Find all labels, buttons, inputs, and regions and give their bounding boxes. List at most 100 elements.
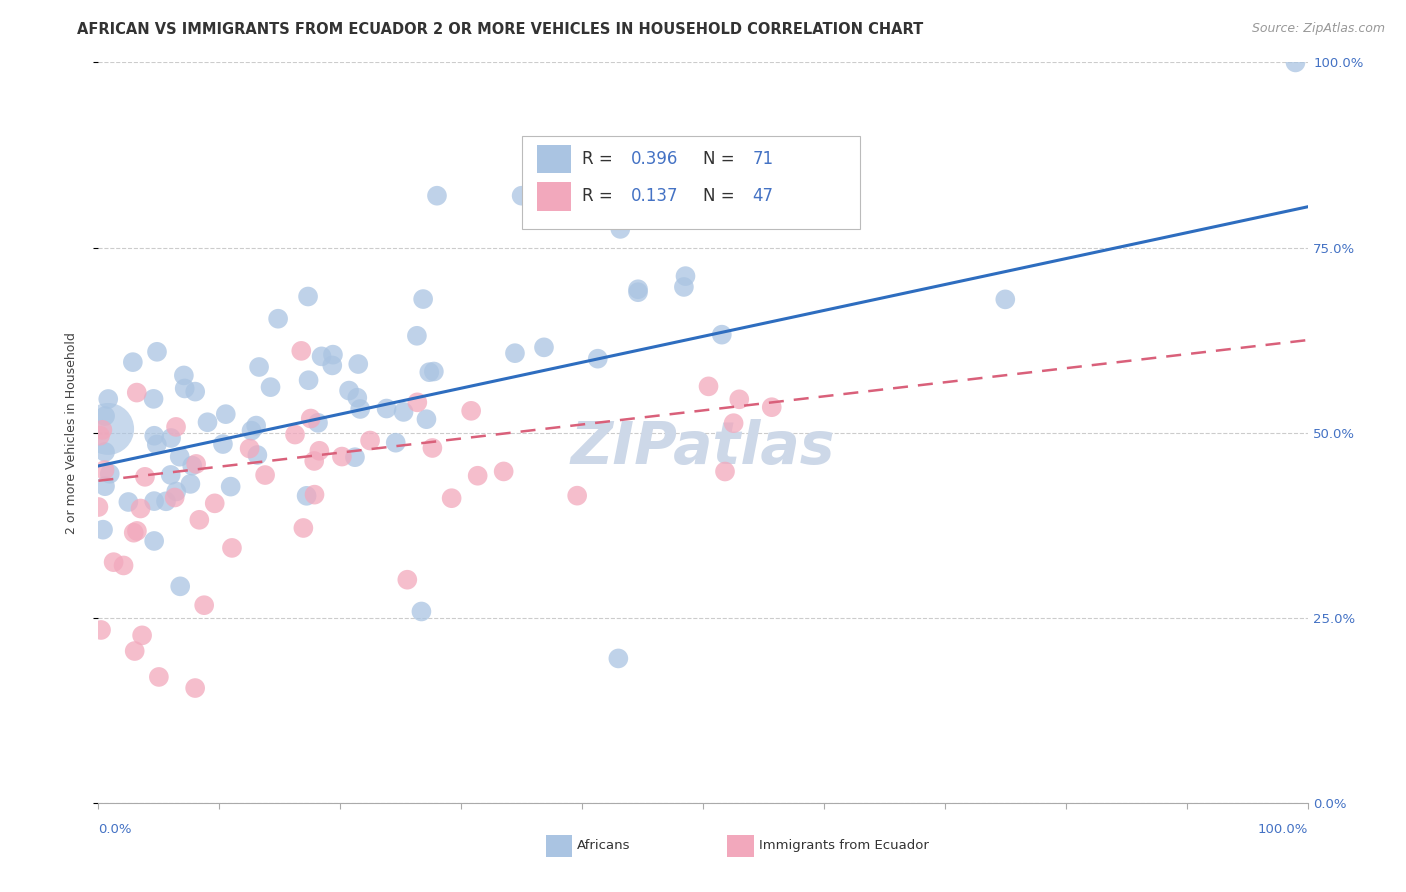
Point [406,395,429,409]
Point [221,541,243,555]
Point [124,644,146,658]
Point [155,494,177,508]
Point [406,328,429,343]
Text: 47: 47 [752,187,773,205]
Point [375,401,398,416]
Text: Africans: Africans [578,839,631,852]
Point [97,422,120,436]
Point [184,681,207,695]
Point [322,348,344,362]
Point [240,424,263,438]
Point [510,188,533,202]
Point [93,463,115,477]
Point [321,359,343,373]
Point [245,418,267,433]
Point [710,327,733,342]
Point [246,448,269,462]
Point [304,488,326,502]
Point [159,467,181,482]
Point [299,411,322,425]
Text: AFRICAN VS IMMIGRANTS FROM ECUADOR 2 OR MORE VEHICLES IN HOUSEHOLD CORRELATION C: AFRICAN VS IMMIGRANTS FROM ECUADOR 2 OR … [77,22,924,37]
FancyBboxPatch shape [537,145,571,173]
Point [129,501,152,516]
Point [422,441,444,455]
Point [467,468,489,483]
Point [675,269,697,284]
Point [347,357,370,371]
Point [627,285,650,300]
Point [714,465,737,479]
Point [586,351,609,366]
Point [292,521,315,535]
Point [173,368,195,383]
Point [349,401,371,416]
Point [142,392,165,406]
Point [418,365,440,379]
Point [290,343,312,358]
Point [163,491,186,505]
Point [165,484,187,499]
Point [426,188,449,202]
Text: ZIPatlas: ZIPatlas [571,419,835,476]
Point [97,392,120,406]
Point [396,573,419,587]
Point [259,380,281,394]
Point [302,454,325,468]
Point [169,450,191,464]
Point [672,280,695,294]
Point [121,355,143,369]
Text: 0.137: 0.137 [630,187,678,205]
Point [90,623,112,637]
Point [146,344,169,359]
Point [181,458,204,473]
Text: 0.0%: 0.0% [98,823,132,837]
FancyBboxPatch shape [537,182,571,211]
Point [160,431,183,445]
Point [595,188,617,202]
Point [122,525,145,540]
Point [723,416,745,430]
Point [193,598,215,612]
Point [359,434,381,448]
Point [609,222,631,236]
Point [295,489,318,503]
Text: N =: N = [703,151,740,169]
Point [297,289,319,303]
Point [761,401,783,415]
Point [330,450,353,464]
Point [567,489,589,503]
Point [308,443,330,458]
Point [460,404,482,418]
Point [346,391,368,405]
Point [112,558,135,573]
Point [134,470,156,484]
Point [1284,55,1306,70]
Point [267,311,290,326]
Point [384,435,406,450]
Point [337,384,360,398]
Point [87,500,110,514]
Point [440,491,463,506]
Point [492,465,515,479]
Point [184,457,207,471]
Text: N =: N = [703,187,740,205]
Point [103,555,125,569]
Point [411,605,433,619]
Point [415,412,437,426]
Text: 71: 71 [752,151,773,169]
Text: R =: R = [582,187,619,205]
Point [215,407,238,421]
Point [697,379,720,393]
Point [297,373,319,387]
Point [311,350,333,364]
Point [91,523,114,537]
Point [169,579,191,593]
Point [239,442,262,456]
Point [125,385,148,400]
Text: 100.0%: 100.0% [1257,823,1308,837]
Point [143,429,166,443]
Point [994,293,1017,307]
Point [131,628,153,642]
Point [607,651,630,665]
Point [254,468,277,483]
